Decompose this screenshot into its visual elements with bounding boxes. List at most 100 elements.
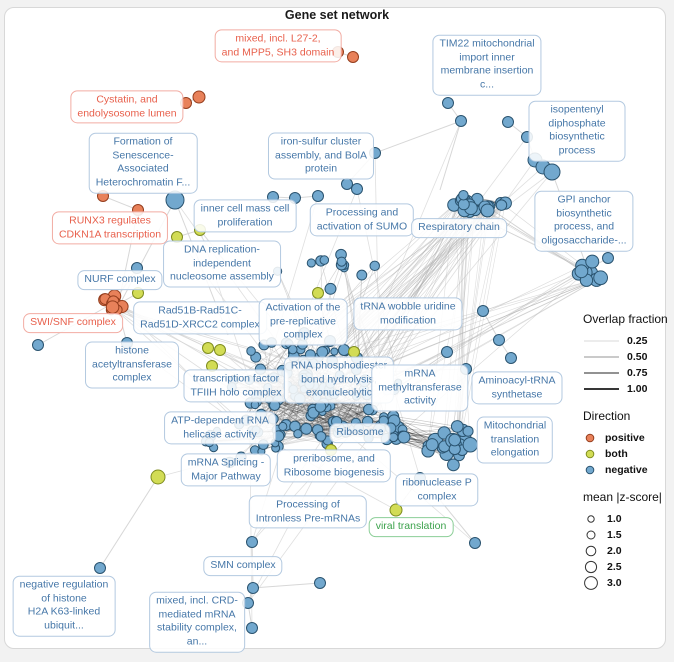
gene-set-node-negative bbox=[255, 408, 267, 421]
gene-set-node-negative bbox=[350, 364, 362, 376]
gene-set-node-negative bbox=[267, 191, 279, 203]
gene-set-node-negative bbox=[505, 352, 517, 364]
gene-set-node-negative bbox=[363, 403, 375, 416]
gene-set-node-both bbox=[312, 287, 324, 299]
gene-set-node-positive bbox=[332, 46, 344, 58]
legend: Overlap fraction 0.25 0.50 0.75 1.00 Direct… bbox=[583, 312, 674, 591]
legend-overlap-item: 0.75 bbox=[583, 365, 674, 381]
gene-set-node-negative bbox=[246, 536, 258, 548]
gene-set-node-both bbox=[325, 444, 337, 456]
gene-set-node-negative bbox=[462, 425, 474, 437]
legend-zscore-items: 1.0 1.5 2.0 2.5 3.0 bbox=[583, 511, 674, 591]
gene-set-node-negative bbox=[254, 363, 267, 375]
legend-zscore-item: 2.0 bbox=[583, 543, 674, 559]
legend-overlap-items: 0.25 0.50 0.75 1.00 bbox=[583, 333, 674, 397]
gene-set-node-negative bbox=[131, 262, 143, 274]
gene-set-node-negative bbox=[341, 178, 353, 190]
gene-set-node-negative bbox=[502, 116, 514, 128]
legend-direction-label: negative bbox=[605, 464, 648, 476]
gene-set-node-negative bbox=[250, 400, 260, 410]
gene-set-node-negative bbox=[306, 258, 316, 268]
gene-set-node-negative bbox=[272, 430, 285, 442]
gene-set-node-negative bbox=[325, 378, 336, 389]
gene-set-node-negative bbox=[469, 537, 481, 549]
gene-set-node-both bbox=[214, 344, 226, 356]
legend-direction-label: positive bbox=[605, 432, 645, 444]
gene-set-node-negative bbox=[226, 382, 237, 393]
gene-set-node-negative bbox=[324, 335, 336, 347]
legend-overlap-label: 0.25 bbox=[627, 335, 648, 347]
gene-set-node-negative bbox=[340, 426, 352, 438]
zscore-circle-icon bbox=[586, 530, 596, 540]
gene-set-node-negative bbox=[312, 190, 324, 202]
gene-set-node-negative bbox=[495, 199, 508, 211]
gene-set-node-negative bbox=[204, 437, 215, 448]
gene-set-node-negative bbox=[304, 349, 316, 361]
direction-dot-icon bbox=[585, 433, 595, 443]
gene-set-node-negative bbox=[493, 334, 505, 346]
gene-set-node-negative bbox=[316, 346, 329, 358]
legend-direction-item: positive bbox=[583, 430, 674, 446]
legend-direction-items: positive both negative bbox=[583, 430, 674, 478]
gene-set-node-negative bbox=[521, 131, 533, 143]
gene-set-node-positive bbox=[192, 90, 206, 104]
gene-set-node-negative bbox=[378, 415, 389, 426]
gene-set-node-negative bbox=[263, 382, 273, 393]
gene-set-node-negative bbox=[298, 372, 308, 383]
direction-dot-icon bbox=[585, 465, 595, 475]
gene-set-node-negative bbox=[251, 425, 261, 435]
gene-set-node-positive bbox=[132, 204, 144, 216]
gene-set-node-negative bbox=[585, 254, 600, 269]
gene-set-node-negative bbox=[246, 346, 256, 356]
gene-set-node-negative bbox=[351, 391, 361, 401]
legend-direction-item: both bbox=[583, 446, 674, 462]
gene-set-node-negative bbox=[458, 189, 469, 201]
gene-set-node-both bbox=[348, 346, 360, 358]
gene-set-node-negative bbox=[425, 438, 439, 452]
gene-set-node-negative bbox=[278, 421, 288, 432]
gene-set-node-negative bbox=[336, 256, 347, 267]
gene-set-node-negative bbox=[284, 361, 295, 371]
gene-set-node-negative bbox=[455, 115, 467, 127]
gene-set-node-negative bbox=[319, 255, 330, 265]
gene-set-node-negative bbox=[361, 389, 373, 401]
gene-set-node-negative bbox=[593, 270, 608, 286]
gene-set-node-negative bbox=[330, 415, 343, 428]
gene-set-node-negative bbox=[369, 147, 381, 159]
gene-set-node-positive bbox=[180, 97, 192, 109]
gene-set-node-negative bbox=[543, 163, 561, 181]
legend-overlap-title: Overlap fraction bbox=[583, 312, 668, 326]
legend-overlap-label: 1.00 bbox=[627, 383, 648, 395]
gene-set-node-negative bbox=[267, 413, 279, 425]
zscore-circle-icon bbox=[584, 560, 598, 574]
gene-set-node-negative bbox=[298, 331, 309, 342]
gene-set-node-negative bbox=[334, 370, 345, 380]
gene-set-node-positive bbox=[97, 190, 109, 202]
gene-set-node-negative bbox=[480, 203, 495, 218]
gene-set-node-negative bbox=[242, 597, 254, 609]
legend-zscore-label: 1.5 bbox=[607, 529, 622, 541]
legend-zscore-item: 3.0 bbox=[583, 575, 674, 591]
gene-set-node-negative bbox=[293, 429, 303, 439]
gene-set-node-negative bbox=[224, 456, 236, 468]
gene-set-node-negative bbox=[299, 358, 310, 368]
gene-set-node-negative bbox=[269, 399, 281, 411]
legend-zscore-label: 2.0 bbox=[607, 545, 622, 557]
gene-set-node-negative bbox=[361, 415, 374, 428]
legend-direction-label: both bbox=[605, 448, 628, 460]
overlap-line-icon bbox=[584, 388, 619, 390]
gene-set-node-negative bbox=[266, 337, 277, 348]
zscore-circle-icon bbox=[587, 515, 595, 523]
gene-set-node-both bbox=[206, 360, 218, 372]
gene-set-node-both bbox=[150, 469, 166, 485]
gene-set-node-both bbox=[171, 231, 183, 243]
direction-dot-icon bbox=[585, 449, 595, 459]
gene-set-node-both bbox=[132, 287, 144, 299]
zscore-circle-icon bbox=[585, 545, 597, 557]
gene-set-node-negative bbox=[300, 422, 313, 435]
gene-set-node-negative bbox=[293, 392, 306, 405]
gene-set-node-negative bbox=[246, 622, 258, 634]
gene-set-node-negative bbox=[326, 354, 338, 367]
